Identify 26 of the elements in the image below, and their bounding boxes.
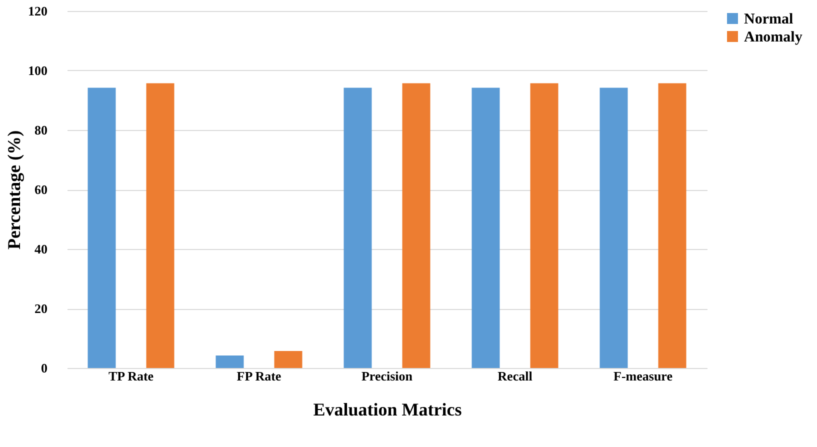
bar bbox=[600, 88, 628, 368]
legend-label: Normal bbox=[744, 12, 794, 28]
y-tick-label: 80 bbox=[34, 122, 48, 138]
y-tick-label: 100 bbox=[28, 63, 48, 78]
bar bbox=[402, 83, 430, 368]
x-tick-label: Recall bbox=[498, 368, 533, 384]
bar bbox=[88, 88, 116, 368]
y-tick-label: 60 bbox=[34, 182, 48, 197]
bar bbox=[472, 88, 500, 368]
y-tick-label: 20 bbox=[34, 301, 48, 316]
x-tick-label: Precision bbox=[361, 368, 414, 384]
bar bbox=[530, 83, 558, 368]
y-tick-label: 120 bbox=[28, 4, 48, 18]
x-tick-label: FP Rate bbox=[236, 368, 282, 384]
x-tick-label: F-measure bbox=[614, 368, 673, 384]
y-tick-label: 0 bbox=[41, 360, 48, 376]
bar bbox=[216, 356, 244, 368]
bar bbox=[146, 83, 174, 368]
y-axis-title: Percentage (%) bbox=[4, 130, 24, 250]
x-axis-title: Evaluation Matrics bbox=[313, 400, 462, 420]
bar bbox=[658, 83, 686, 368]
x-tick-label: TP Rate bbox=[108, 368, 154, 384]
y-tick-label: 40 bbox=[34, 242, 48, 256]
legend-label: Anomaly bbox=[744, 30, 803, 46]
bar bbox=[274, 351, 302, 368]
bar bbox=[344, 88, 372, 368]
